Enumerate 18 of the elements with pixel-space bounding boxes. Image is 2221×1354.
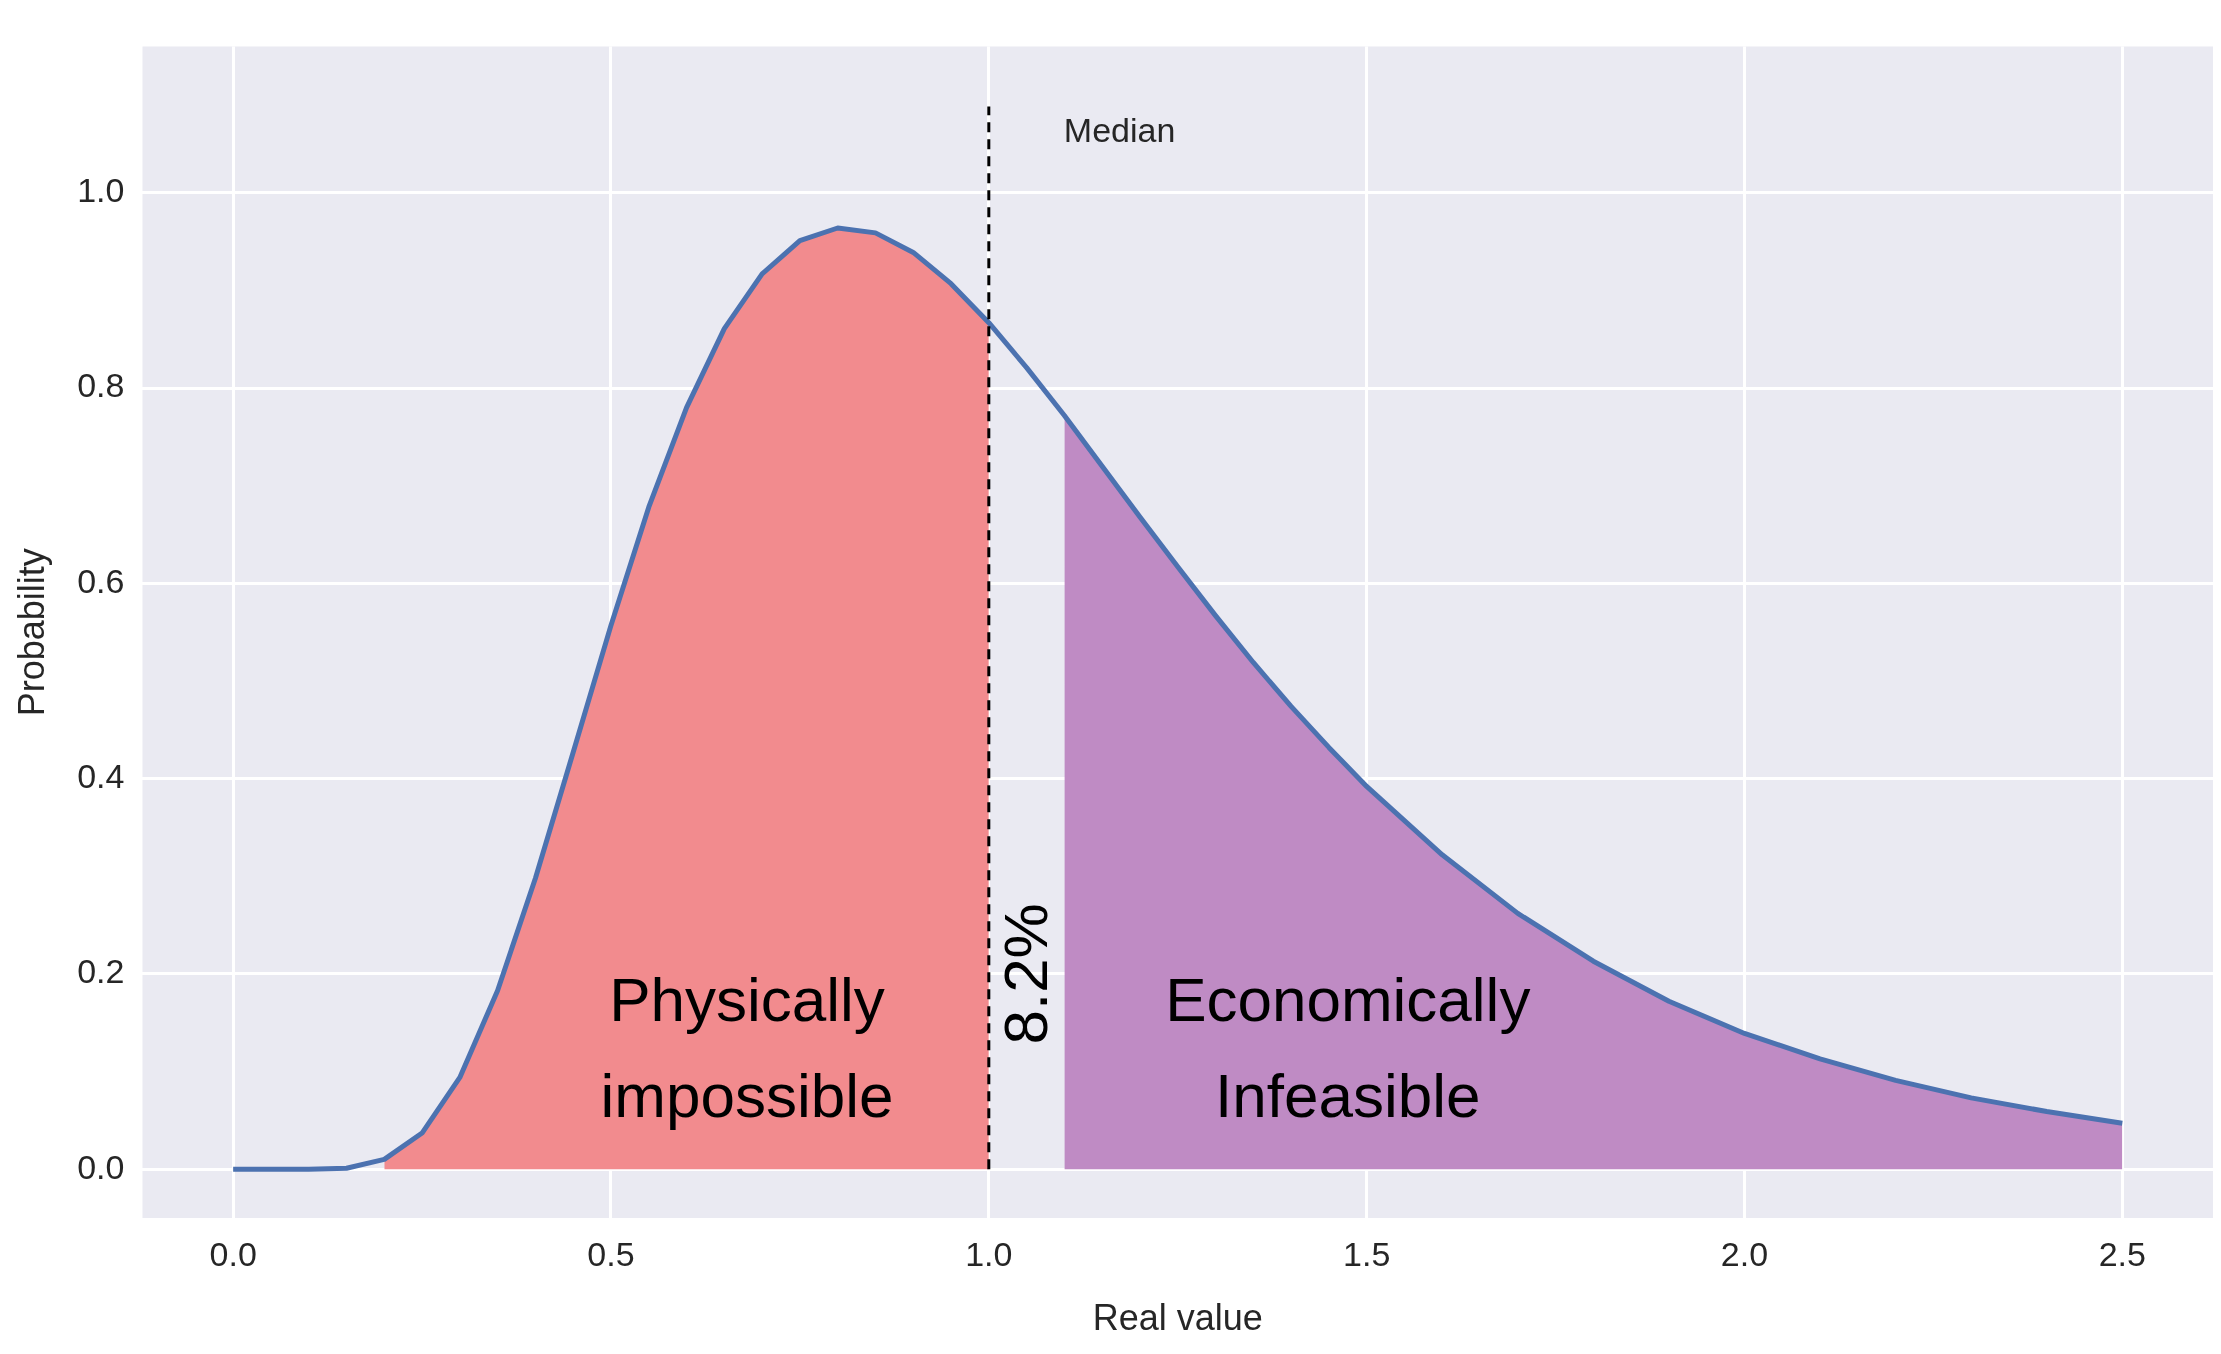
x-tick-label: 2.0 bbox=[1720, 1234, 1769, 1273]
y-tick-label: 0.2 bbox=[77, 952, 125, 991]
x-axis-title: Real value bbox=[1092, 1297, 1263, 1339]
annotation: Physically impossible bbox=[600, 965, 894, 1131]
y-axis-title: Probability bbox=[10, 548, 52, 717]
x-tick-label: 1.0 bbox=[965, 1234, 1013, 1273]
x-tick-label: 0.5 bbox=[587, 1234, 635, 1273]
annotation: 8.2% bbox=[991, 903, 1061, 1045]
y-tick-label: 0.4 bbox=[77, 757, 125, 796]
x-tick-label: 1.5 bbox=[1343, 1234, 1391, 1273]
ref-line-label: Median bbox=[1063, 110, 1176, 149]
y-tick-label: 0.0 bbox=[77, 1147, 125, 1186]
x-tick-label: 2.5 bbox=[2098, 1234, 2146, 1273]
annotation: Economically Infeasible bbox=[1165, 965, 1531, 1131]
x-tick-label: 0.0 bbox=[209, 1234, 257, 1273]
y-tick-label: 1.0 bbox=[77, 171, 125, 210]
y-tick-label: 0.6 bbox=[77, 561, 125, 600]
y-tick-label: 0.8 bbox=[77, 366, 125, 405]
